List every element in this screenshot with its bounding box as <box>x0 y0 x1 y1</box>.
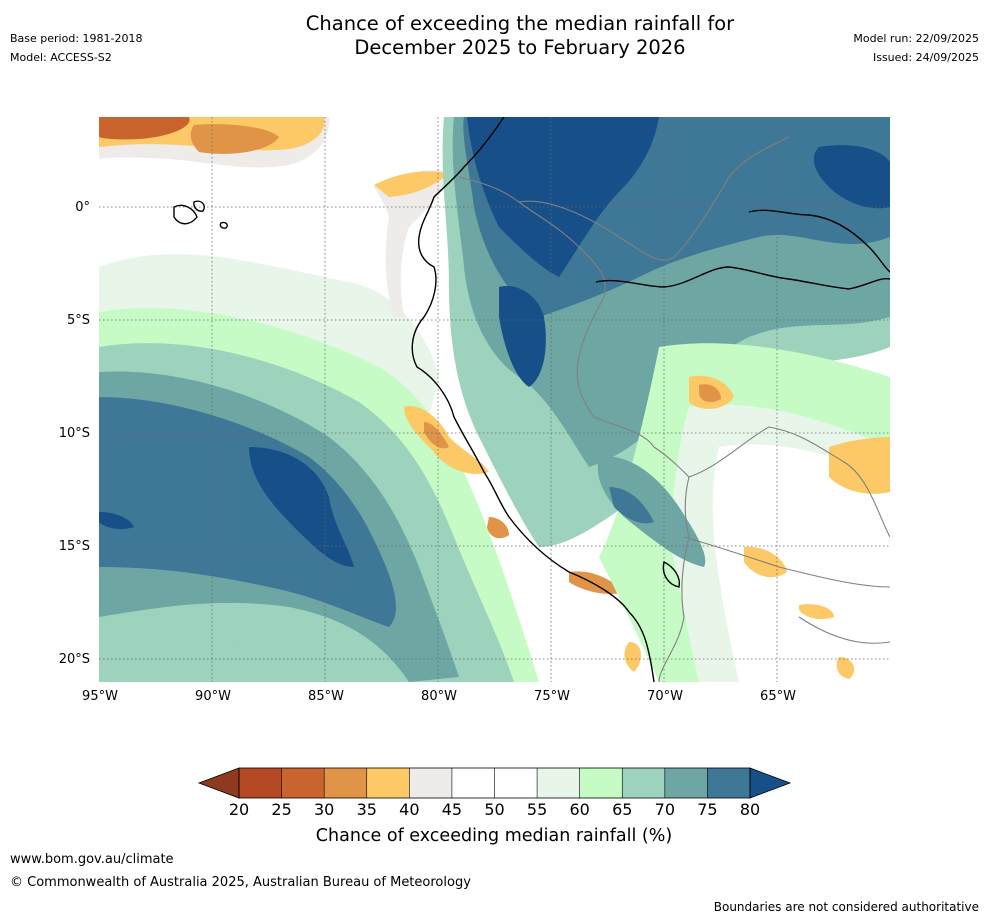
title-line-2: December 2025 to February 2026 <box>354 36 686 59</box>
pacific-coastline <box>411 117 655 682</box>
border-paraguay-south <box>798 616 890 644</box>
colorbar-cell-35-40 <box>366 768 410 798</box>
colorbar-title: Chance of exceeding median rainfall (%) <box>315 826 673 846</box>
shade-35-40-coast-north <box>374 171 449 197</box>
colorbar-tick-40: 40 <box>399 800 420 819</box>
negro-river <box>748 209 890 273</box>
colorbar-over-arrow <box>749 767 792 799</box>
colorbar-cell-20-25 <box>239 768 283 798</box>
shade-30-35-lima <box>487 517 509 539</box>
lat-label-20s: 20°S <box>58 652 90 667</box>
shade-35-40-paraguay <box>799 604 834 620</box>
base-period-text: Base period: 1981-2018 <box>10 32 143 45</box>
website-link[interactable]: www.bom.gov.au/climate <box>10 852 174 867</box>
page-title: Chance of exceeding the median rainfall … <box>0 12 988 60</box>
colorbar-cell-60-65 <box>579 768 623 798</box>
colorbar-tick-70: 70 <box>654 800 675 819</box>
colorbar-tick-55: 55 <box>526 800 548 819</box>
shade-over-80-ocean <box>249 447 354 567</box>
shade-35-40-brazil-east <box>829 437 890 494</box>
shade-over-80-continent <box>467 117 659 277</box>
shade-75-80-ocean <box>99 397 396 627</box>
galapagos-island-b <box>193 200 205 212</box>
shade-30-35-arequipa <box>569 571 624 594</box>
lon-label-75w: 75°W <box>534 689 570 704</box>
lat-label-5s: 5°S <box>66 313 90 328</box>
shade-over-80-northeast <box>813 145 890 209</box>
coastlines <box>173 117 890 682</box>
shade-30-35-northwest <box>190 124 279 154</box>
shade-30-35-coast-peru <box>424 422 449 449</box>
colorbar-tick-80: 80 <box>739 800 761 819</box>
lon-label-70w: 70°W <box>647 689 683 704</box>
shade-35-40-chile-north <box>624 642 641 672</box>
shade-over-80-peru-north <box>499 286 546 387</box>
shade-70-75-bolivia <box>597 456 706 567</box>
colorbar-cell-70-75 <box>664 768 708 798</box>
shade-25-30-northwest <box>99 117 190 140</box>
colorbar-cell-50-55 <box>494 768 538 798</box>
shade-40-45-coast-north <box>374 170 454 317</box>
lon-label-80w: 80°W <box>421 689 457 704</box>
model-text: Model: ACCESS-S2 <box>10 51 112 64</box>
border-peru-brazil-bolivia <box>458 176 690 682</box>
shade-75-80-bolivia <box>609 487 654 524</box>
colorbar-tick-65: 65 <box>612 800 633 819</box>
lake-titicaca <box>662 560 681 588</box>
model-run-text: Model run: 22/09/2025 <box>853 32 979 45</box>
lon-label-95w: 95°W <box>82 689 118 704</box>
shade-65-70-south <box>99 633 359 682</box>
colorbar-cell-65-70 <box>622 768 666 798</box>
amazon-river <box>595 266 890 290</box>
lon-label-85w: 85°W <box>308 689 344 704</box>
colorbar-tick-50: 50 <box>484 800 505 819</box>
copyright-text: © Commonwealth of Australia 2025, Austra… <box>10 875 471 890</box>
galapagos-island-a <box>173 204 198 225</box>
shade-35-40-south-east <box>836 657 855 679</box>
galapagos-island-c <box>219 221 228 229</box>
lon-label-90w: 90°W <box>195 689 231 704</box>
title-line-1: Chance of exceeding the median rainfall … <box>305 12 735 35</box>
lat-label-10s: 10°S <box>58 426 90 441</box>
lat-label-15s: 15°S <box>58 539 90 554</box>
colorbar-tick-20: 20 <box>228 800 250 819</box>
border-paraguay <box>683 536 890 588</box>
shade-45-55-interior <box>712 444 890 682</box>
rainfall-probability-map <box>99 117 890 682</box>
colorbar-cell-55-60 <box>537 768 581 798</box>
colorbar-tick-45: 45 <box>441 800 463 819</box>
colorbar-frame <box>238 767 751 799</box>
colorbar-cell-25-30 <box>281 768 325 798</box>
shade-30-35-brazil-a <box>699 384 721 403</box>
colorbar-cells <box>239 768 751 798</box>
colorbar-tick-60: 60 <box>569 800 590 819</box>
border-colombia-brazil <box>518 136 790 261</box>
colorbar-tick-35: 35 <box>356 800 377 819</box>
lat-label-0: 0° <box>75 200 90 215</box>
shade-over-80-ocean-west <box>99 512 134 530</box>
colorbar-cell-75-80 <box>707 768 751 798</box>
colorbar-cell-40-45 <box>409 768 453 798</box>
map-canvas <box>99 117 890 682</box>
colorbar-under-arrow <box>197 767 240 799</box>
border-bolivia-brazil <box>688 426 890 538</box>
colorbar-tick-30: 30 <box>313 800 335 819</box>
lon-label-65w: 65°W <box>760 689 796 704</box>
country-borders <box>458 136 890 682</box>
colorbar-cell-30-35 <box>324 768 368 798</box>
colorbar-tick-25: 25 <box>271 800 292 819</box>
boundaries-disclaimer: Boundaries are not considered authoritat… <box>713 900 979 914</box>
colorbar-cell-45-50 <box>451 768 495 798</box>
issued-text: Issued: 24/09/2025 <box>872 51 979 64</box>
colorbar-tick-75: 75 <box>697 800 718 819</box>
